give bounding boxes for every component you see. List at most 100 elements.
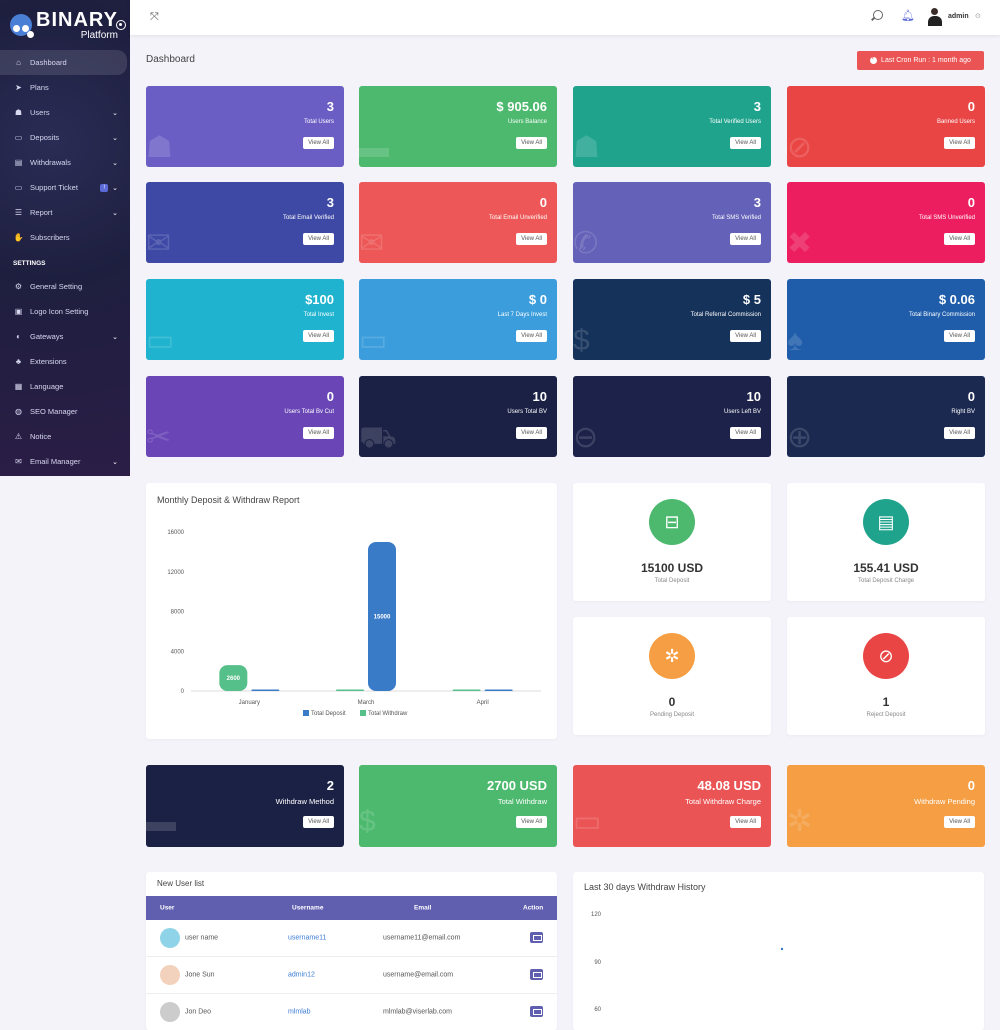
view-user-button[interactable]: [530, 969, 543, 980]
sidebar-toggle-icon[interactable]: [116, 20, 126, 30]
sidebar-item-support-ticket[interactable]: ▭ Support Ticket! ⌄: [0, 175, 130, 200]
stat-card: ✂ 0 Users Total Bv Cut View All: [146, 376, 344, 457]
view-all-button[interactable]: View All: [730, 233, 761, 245]
view-all-button[interactable]: View All: [944, 816, 975, 828]
stat-label: Total Email Unverified: [488, 215, 547, 221]
brand-logo[interactable]: BINARY Platform: [0, 0, 130, 50]
stat-label: Users Total BV: [507, 409, 547, 415]
sidebar-item-language[interactable]: ▦ Language: [0, 374, 130, 399]
avatar: [160, 965, 180, 985]
topbar: ⤧ 🔔︎ admin ⊙: [130, 0, 1000, 35]
chevron-down-icon[interactable]: ⊙: [975, 13, 981, 20]
stat-value: $ 5: [742, 292, 761, 307]
sidebar-item-report[interactable]: ☰ Report ⌄: [0, 200, 130, 225]
cron-status-text: Last Cron Run : 1 month ago: [881, 57, 971, 64]
stat-card: ▬ $ 905.06 Users Balance View All: [359, 86, 557, 167]
sidebar-item-email-manager[interactable]: ✉ Email Manager ⌄: [0, 449, 130, 474]
dollar-icon: $: [573, 324, 590, 357]
col-user: User: [160, 904, 175, 912]
view-all-button[interactable]: View All: [303, 330, 334, 342]
y-tick-label: 12000: [167, 570, 184, 576]
table-row: user name username11 username11@email.com: [146, 920, 557, 957]
admin-username[interactable]: admin: [948, 13, 969, 20]
view-all-button[interactable]: View All: [944, 427, 975, 439]
paper-plane-icon: ➤: [15, 83, 22, 92]
summary-label: Total Deposit Charge: [857, 578, 915, 584]
view-all-button[interactable]: View All: [516, 330, 547, 342]
sidebar-item-label: Withdrawals: [30, 158, 71, 167]
settings-heading: SETTINGS: [13, 259, 46, 267]
view-user-button[interactable]: [530, 1006, 543, 1017]
sidebar-item-dashboard[interactable]: ⌂ Dashboard: [0, 50, 127, 75]
sidebar-item-general-setting[interactable]: ⚙ General Setting: [0, 274, 130, 299]
brand-subtitle: Platform: [80, 29, 118, 41]
bar-data-label: 15000: [374, 614, 391, 620]
list-icon: ☰: [14, 208, 23, 217]
stat-label: Withdraw Pending: [914, 797, 975, 806]
stat-label: Total Verified Users: [709, 119, 761, 125]
view-user-button[interactable]: [530, 932, 543, 943]
stat-value: 0: [539, 195, 547, 210]
money-icon: ▭: [359, 324, 388, 357]
avatar: [160, 1002, 180, 1022]
view-all-button[interactable]: View All: [516, 137, 547, 149]
sidebar-item-label: Notice: [30, 432, 52, 441]
cell-username[interactable]: mlmlab: [288, 1008, 311, 1016]
summary-value: 0: [668, 695, 676, 709]
col-email: Email: [414, 904, 432, 912]
sidebar-item-plans[interactable]: ➤ Plans: [0, 75, 130, 100]
stat-label: Users Total Bv Cut: [284, 409, 334, 415]
deposit-withdraw-bar-chart: 16000 12000 8000 4000 0 January 2600 March 15000…: [167, 530, 541, 717]
bank-icon: ▤: [14, 158, 23, 167]
view-all-button[interactable]: View All: [730, 427, 761, 439]
stat-label: Total SMS Verified: [711, 215, 761, 221]
sidebar-item-gateways[interactable]: ◐ Gateways ⌄: [0, 324, 130, 349]
stat-card: ✉ 3 Total Email Verified View All: [146, 182, 344, 263]
spinner-icon: ✲: [787, 805, 813, 838]
sidebar-item-label: Language: [30, 382, 64, 391]
view-all-button[interactable]: View All: [303, 233, 334, 245]
view-all-button[interactable]: View All: [303, 427, 334, 439]
sidebar-item-deposits[interactable]: ▭ Deposits ⌄: [0, 125, 130, 150]
cell-username[interactable]: username11: [288, 934, 327, 942]
view-all-button[interactable]: View All: [944, 330, 975, 342]
view-all-button[interactable]: View All: [516, 816, 547, 828]
sidebar-item-label: Logo Icon Setting: [30, 307, 89, 316]
view-all-button[interactable]: View All: [303, 816, 334, 828]
sidebar-item-seo-manager[interactable]: ◍ SEO Manager: [0, 399, 130, 424]
data-point: [780, 947, 784, 951]
bell-icon[interactable]: 🔔︎: [901, 10, 915, 22]
search-icon[interactable]: [873, 10, 883, 20]
view-all-button[interactable]: View All: [303, 137, 334, 149]
view-all-button[interactable]: View All: [944, 137, 975, 149]
admin-avatar[interactable]: [928, 8, 942, 26]
sidebar-item-withdrawals[interactable]: ▤ Withdrawals ⌄: [0, 150, 130, 175]
view-all-button[interactable]: View All: [944, 233, 975, 245]
chevron-down-icon: ⌄: [112, 458, 118, 466]
chevron-down-icon: ⌄: [112, 109, 118, 117]
view-all-button[interactable]: View All: [730, 137, 761, 149]
sidebar-item-label: Users: [30, 108, 50, 117]
fullscreen-icon[interactable]: ⤧: [150, 11, 159, 23]
y-tick-label: 16000: [167, 530, 184, 536]
cell-email: username@email.com: [383, 971, 454, 979]
view-all-button[interactable]: View All: [730, 330, 761, 342]
summary-value: 15100 USD: [640, 561, 704, 575]
view-all-button[interactable]: View All: [516, 233, 547, 245]
stat-value: 0: [967, 195, 975, 210]
settings-nav: ⚙ General Setting ▣ Logo Icon Setting ◐ Gatew…: [0, 274, 130, 474]
sidebar-item-extensions[interactable]: ♣ Extensions: [0, 349, 130, 374]
stat-value: $ 0.06: [938, 292, 975, 307]
stat-value: 3: [753, 99, 761, 114]
sidebar-item-subscribers[interactable]: ✋ Subscribers: [0, 225, 130, 250]
bar-total-deposit: [484, 689, 513, 691]
id-card-icon: ▤: [863, 499, 909, 545]
sidebar-item-users[interactable]: ☗ Users ⌄: [0, 100, 130, 125]
sidebar-item-logo-icon-setting[interactable]: ▣ Logo Icon Setting: [0, 299, 130, 324]
scissors-icon: ✂: [146, 421, 172, 454]
sidebar-item-notice[interactable]: ⚠ Notice: [0, 424, 130, 449]
view-all-button[interactable]: View All: [516, 427, 547, 439]
chevron-down-icon: ⌄: [112, 184, 118, 192]
view-all-button[interactable]: View All: [730, 816, 761, 828]
cell-username[interactable]: admin12: [288, 971, 315, 979]
